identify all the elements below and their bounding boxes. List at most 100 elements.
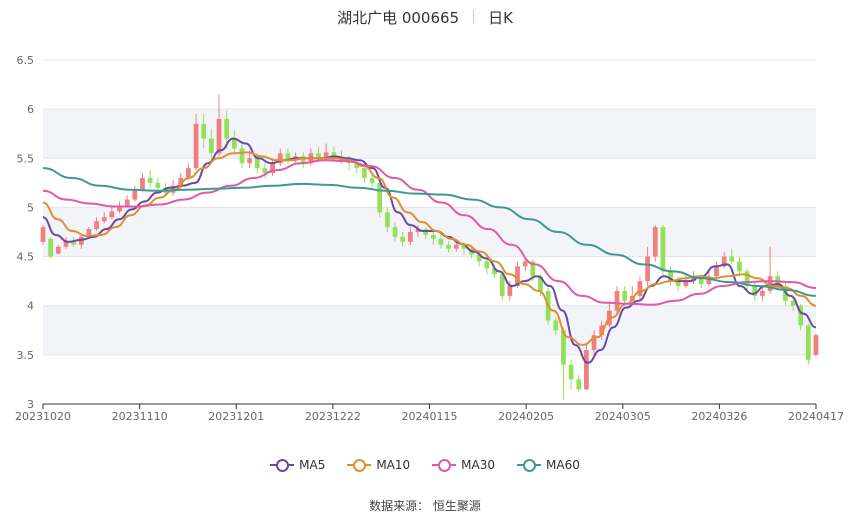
- y-tick-label: 4: [27, 300, 34, 313]
- candlestick: [224, 111, 230, 149]
- candlestick: [438, 234, 444, 249]
- candlestick: [216, 94, 222, 157]
- candle-body: [209, 138, 214, 154]
- candlestick: [614, 286, 620, 316]
- candlestick: [446, 240, 452, 253]
- candlestick: [63, 236, 69, 249]
- candlestick: [415, 225, 421, 237]
- ma5-legend-icon: [270, 459, 295, 472]
- legend-label-ma5: MA5: [299, 458, 326, 472]
- candle-body: [721, 256, 727, 267]
- candle-body: [193, 123, 199, 169]
- series-line-ma60: [42, 167, 817, 297]
- x-tick-label: 20240115: [402, 410, 458, 423]
- candle-body: [706, 276, 712, 285]
- legend-item-ma60[interactable]: MA60: [517, 458, 580, 472]
- candlestick: [109, 207, 115, 220]
- candlestick: [178, 173, 184, 190]
- candlestick: [209, 128, 214, 159]
- candle-body: [660, 227, 666, 272]
- candlestick: [385, 207, 390, 232]
- candle-body: [254, 158, 260, 169]
- legend-label-ma60: MA60: [546, 458, 580, 472]
- candlestick: [760, 286, 765, 301]
- candle-body: [553, 320, 559, 331]
- candle-body: [231, 138, 237, 149]
- candlestick: [277, 148, 283, 167]
- candlestick: [622, 286, 628, 306]
- candle-body: [645, 256, 650, 282]
- candle-body: [591, 335, 597, 350]
- candle-body: [40, 227, 46, 242]
- candle-body: [438, 238, 444, 245]
- legend-item-ma10[interactable]: MA10: [347, 458, 410, 472]
- candlestick: [285, 148, 291, 165]
- candle-body: [538, 276, 543, 291]
- candle-body: [270, 163, 275, 174]
- candlestick: [48, 236, 54, 259]
- candle-body: [805, 325, 811, 360]
- candlestick: [714, 261, 719, 279]
- candle-body: [492, 268, 497, 275]
- candlestick: [140, 173, 145, 192]
- candlestick: [377, 179, 383, 218]
- y-tick-label: 6.5: [17, 54, 35, 67]
- candlestick: [606, 300, 612, 328]
- candlestick: [645, 246, 650, 287]
- x-tick-label: 20240205: [498, 410, 554, 423]
- series-line-ma30: [42, 159, 817, 306]
- candle-body: [94, 221, 99, 230]
- candle-body: [124, 199, 130, 206]
- candlestick: [660, 225, 666, 277]
- candle-body: [285, 153, 291, 161]
- data-source: 数据来源： 恒生聚源: [369, 499, 481, 513]
- candle-body: [216, 118, 222, 154]
- candlestick: [668, 266, 673, 287]
- candlestick: [300, 152, 306, 169]
- candle-body: [316, 153, 321, 159]
- grid-band: [43, 109, 816, 159]
- title-divider: [473, 10, 475, 24]
- x-tick-label: 20240417: [788, 410, 844, 423]
- candlestick: [101, 212, 107, 224]
- candle-body: [499, 274, 505, 296]
- candlestick: [499, 271, 505, 301]
- candle-body: [178, 177, 184, 186]
- candle-body: [675, 281, 681, 287]
- candle-body: [584, 349, 589, 390]
- candlestick: [239, 143, 245, 169]
- candle-body: [522, 261, 528, 267]
- chart-header: 湖北广电 000665 日K: [0, 6, 850, 28]
- candlestick: [591, 330, 597, 355]
- y-axis-ticks: 3 3.5 4 4.5 5 5.5 6 6.5: [17, 54, 35, 411]
- legend-item-ma5[interactable]: MA5: [270, 458, 325, 472]
- candlestick: [40, 225, 46, 245]
- candlestick: [400, 232, 406, 247]
- candle-body: [362, 168, 367, 178]
- legend-item-ma30[interactable]: MA30: [432, 458, 495, 472]
- candle-body: [300, 156, 306, 164]
- candle-body: [729, 256, 735, 262]
- moving-average-lines: [42, 137, 817, 364]
- candle-body: [698, 278, 704, 285]
- candle-body: [71, 240, 76, 245]
- candle-body: [48, 238, 54, 257]
- x-tick-label: 20231110: [112, 410, 168, 423]
- candle-body: [155, 182, 161, 188]
- candlestick: [813, 333, 819, 357]
- candle-body: [515, 266, 520, 287]
- y-tick-label: 5.5: [17, 152, 35, 165]
- candle-body: [385, 212, 390, 228]
- y-tick-label: 3: [27, 398, 34, 411]
- candle-body: [461, 244, 467, 249]
- candlestick: [193, 114, 199, 171]
- candle-body: [714, 266, 719, 277]
- candlestick: [568, 359, 574, 390]
- candle-body: [622, 290, 628, 301]
- candlestick: [798, 303, 804, 331]
- candle-body: [652, 227, 658, 257]
- y-tick-label: 5: [27, 201, 34, 214]
- candle-body: [262, 168, 268, 174]
- x-tick-label: 20240305: [595, 410, 651, 423]
- candlestick: [584, 345, 589, 391]
